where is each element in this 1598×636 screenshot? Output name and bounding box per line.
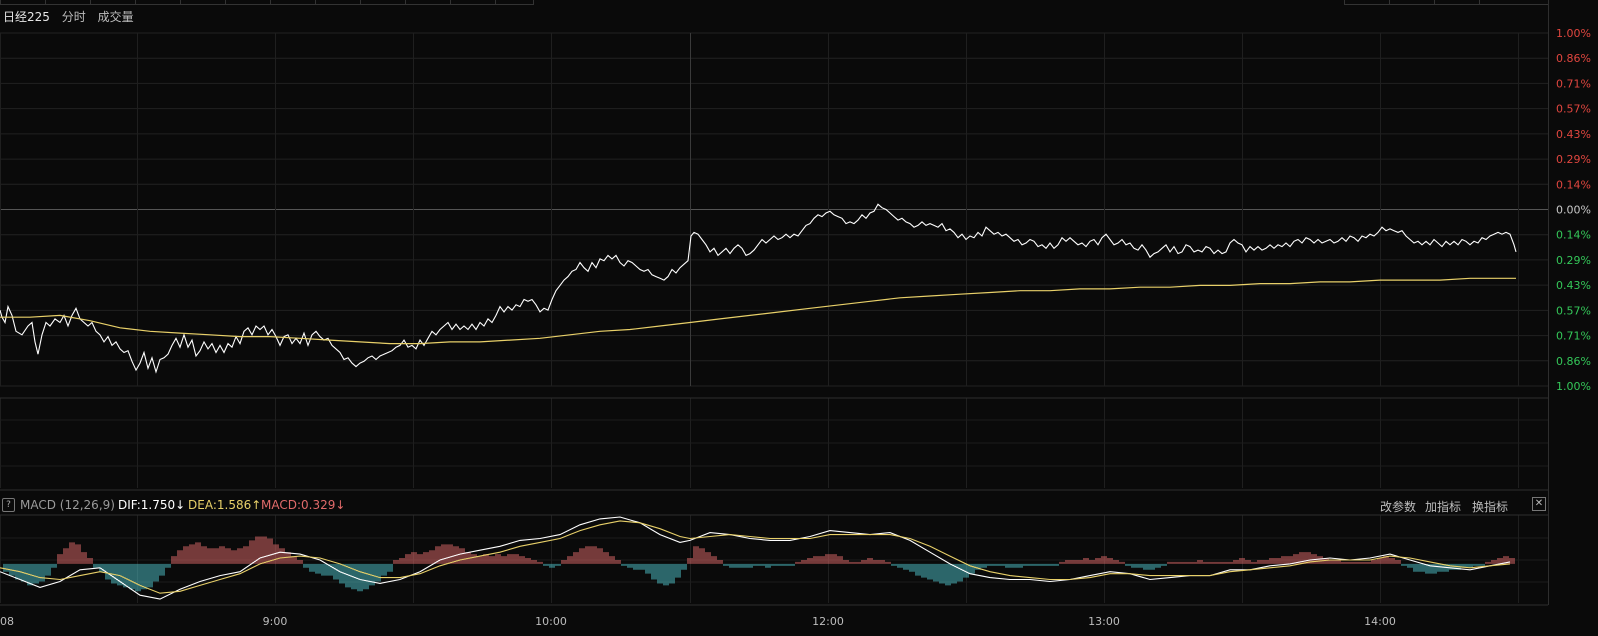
dif-value: DIF:1.750↓: [118, 498, 185, 512]
y-tick-label: 0.86%: [1556, 355, 1591, 368]
y-tick-label: 0.14%: [1556, 229, 1591, 242]
tab-volume[interactable]: 成交量: [97, 10, 134, 24]
x-tick-label: 08: [0, 615, 14, 628]
top-tab-15[interactable]: [1434, 0, 1480, 5]
top-tab-9[interactable]: [360, 0, 406, 5]
chart-header: 日经225 分时 成交量: [3, 8, 142, 25]
top-tab-11[interactable]: [450, 0, 496, 5]
macd-label: MACD:0.329: [261, 498, 336, 512]
y-tick-label: 0.43%: [1556, 128, 1591, 141]
top-tab-1[interactable]: [0, 0, 46, 5]
top-tab-14[interactable]: [1389, 0, 1435, 5]
price-chart: [0, 203, 1517, 374]
x-tick-label: 9:00: [263, 615, 288, 628]
close-icon[interactable]: ✕: [1532, 497, 1546, 511]
top-tab-6[interactable]: [225, 0, 271, 5]
dif-arrow-icon: ↓: [175, 498, 186, 512]
y-tick-label: 0.43%: [1556, 279, 1591, 292]
average-price-line: [0, 277, 1516, 345]
top-tab-2[interactable]: [45, 0, 91, 5]
y-tick-label: 0.57%: [1556, 304, 1591, 317]
top-tab-10[interactable]: [405, 0, 451, 5]
price-line: [0, 203, 1517, 374]
macd-title: MACD (12,26,9): [20, 498, 115, 512]
index-title: 日经225: [3, 10, 50, 24]
top-tab-12[interactable]: [495, 0, 534, 5]
y-tick-label: 0.29%: [1556, 254, 1591, 267]
chart-axes: 1.00% 0.86% 0.71% 0.57% 0.43% 0.29% 0.14% 0.00%…: [0, 27, 1591, 628]
y-tick-label: 1.00%: [1556, 27, 1591, 40]
y-tick-label: 1.00%: [1556, 380, 1591, 393]
x-tick-label: 12:00: [812, 615, 844, 628]
dif-line: [0, 516, 1511, 600]
y-tick-label: 0.29%: [1556, 153, 1591, 166]
x-tick-label: 10:00: [535, 615, 567, 628]
top-tab-3[interactable]: [90, 0, 136, 5]
top-tab-5[interactable]: [180, 0, 226, 5]
dif-label: DIF:1.750: [118, 498, 176, 512]
x-tick-label: 14:00: [1364, 615, 1396, 628]
top-tab-13[interactable]: [1344, 0, 1390, 5]
macd-chart: [0, 516, 1515, 600]
edit-params-button[interactable]: 改参数: [1380, 500, 1417, 514]
add-indicator-button[interactable]: 加指标: [1425, 500, 1462, 514]
y-tick-label: 0.57%: [1556, 103, 1591, 116]
help-icon[interactable]: ?: [2, 498, 15, 512]
y-tick-label: 0.00%: [1556, 204, 1591, 217]
switch-indicator-button[interactable]: 换指标: [1472, 500, 1509, 514]
macd-indicator-bar: ? MACD (12,26,9) DIF:1.750↓ DEA:1.586↑ M…: [0, 497, 1548, 515]
top-tab-8[interactable]: [315, 0, 361, 5]
chart-grid: [0, 0, 1549, 606]
y-tick-label: 0.71%: [1556, 77, 1591, 90]
tab-fenshi[interactable]: 分时: [61, 10, 86, 24]
y-tick-label: 0.71%: [1556, 330, 1591, 343]
dea-value: DEA:1.586↑: [188, 498, 261, 512]
dea-label: DEA:1.586: [188, 498, 252, 512]
macd-arrow-icon: ↓: [335, 498, 346, 512]
top-tab-4[interactable]: [135, 0, 181, 5]
macd-value: MACD:0.329↓: [261, 498, 345, 512]
top-tab-strip: [0, 0, 1598, 6]
x-tick-label: 13:00: [1088, 615, 1120, 628]
top-tab-7[interactable]: [270, 0, 316, 5]
y-tick-label: 0.86%: [1556, 52, 1591, 65]
y-tick-label: 0.14%: [1556, 178, 1591, 191]
dea-arrow-icon: ↑: [251, 498, 262, 512]
dea-line: [0, 520, 1511, 594]
